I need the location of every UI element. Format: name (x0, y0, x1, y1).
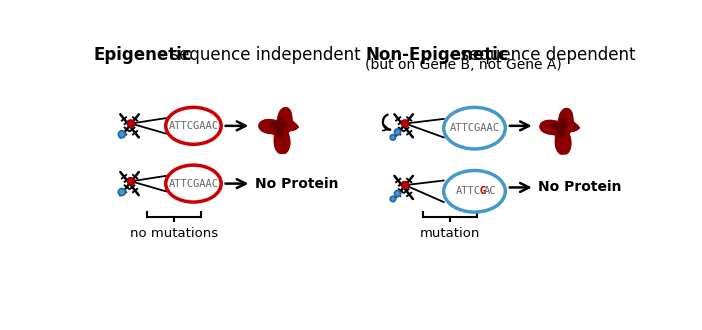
Text: no mutations: no mutations (130, 227, 218, 240)
Text: No Protein: No Protein (255, 177, 338, 191)
Circle shape (390, 196, 396, 202)
Circle shape (402, 120, 409, 127)
Circle shape (402, 182, 409, 189)
Circle shape (128, 120, 135, 127)
Polygon shape (259, 108, 298, 153)
Ellipse shape (166, 165, 221, 202)
Text: ATTCGAAC: ATTCGAAC (449, 123, 500, 133)
Circle shape (128, 178, 135, 185)
Text: Non-Epigenetic: Non-Epigenetic (365, 46, 508, 64)
Text: No Protein: No Protein (538, 181, 622, 194)
Circle shape (395, 129, 401, 135)
Circle shape (395, 190, 401, 197)
Circle shape (119, 189, 126, 195)
Circle shape (119, 131, 126, 138)
Ellipse shape (444, 107, 505, 149)
Text: - sequence independent: - sequence independent (154, 46, 361, 64)
Circle shape (390, 135, 396, 140)
Ellipse shape (444, 171, 505, 212)
Text: G: G (479, 186, 485, 196)
Polygon shape (551, 119, 567, 137)
Text: ATTCG: ATTCG (456, 186, 487, 196)
Text: (but on Gene B, not Gene A): (but on Gene B, not Gene A) (365, 58, 562, 72)
Text: mutation: mutation (420, 227, 480, 240)
Ellipse shape (166, 107, 221, 144)
Text: Epigenetic: Epigenetic (93, 46, 192, 64)
Text: - sequence dependent: - sequence dependent (444, 46, 636, 64)
Text: AC: AC (484, 186, 496, 196)
Polygon shape (270, 118, 286, 136)
Text: ATTCGAAC: ATTCGAAC (168, 121, 218, 131)
Text: ATTCGAAC: ATTCGAAC (168, 179, 218, 188)
Polygon shape (540, 109, 579, 154)
